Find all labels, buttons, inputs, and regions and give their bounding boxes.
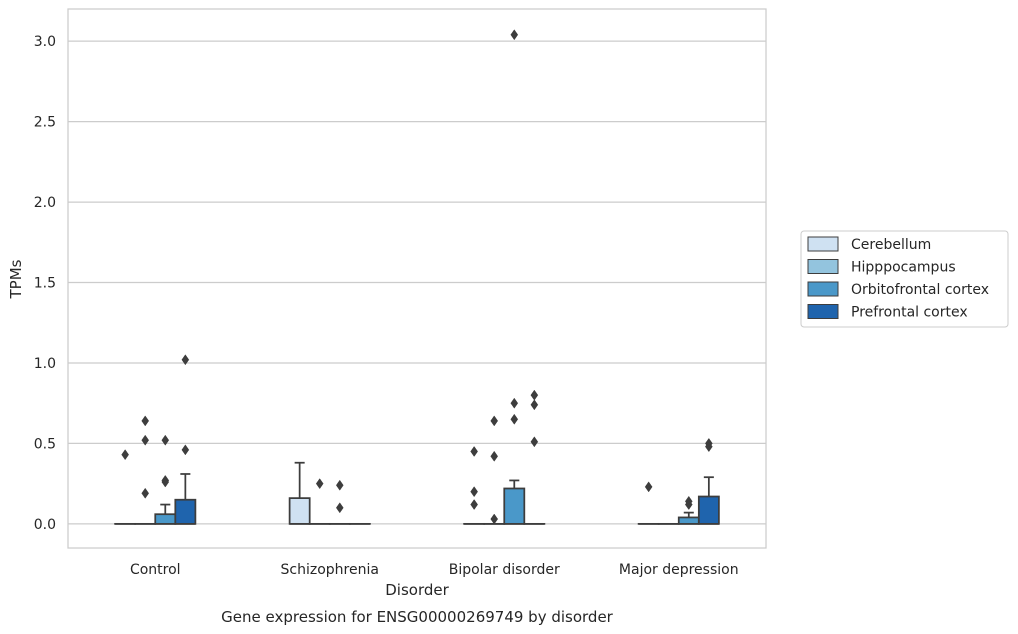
outlier-point: [161, 476, 170, 488]
outlier-point: [490, 415, 499, 427]
outlier-point: [315, 478, 324, 490]
box: [503, 487, 526, 525]
box: [697, 495, 720, 525]
legend-frame: [800, 230, 1009, 328]
x-axis-label: Disorder: [385, 581, 449, 599]
legend-label: Prefrontal cortex: [851, 305, 968, 321]
y-tick-label: 0.5: [34, 436, 56, 452]
box: [677, 516, 700, 525]
box: [288, 497, 311, 525]
outlier-point: [470, 486, 478, 498]
box-series: [114, 29, 720, 525]
legend-swatch: [807, 236, 839, 252]
outlier-point: [161, 434, 170, 446]
outlier-point: [335, 502, 344, 514]
outlier-point: [705, 441, 713, 453]
legend: Cerebellum Hipppocampus Orbitofrontal cort…: [800, 230, 1009, 328]
y-tick-label: 3.0: [34, 34, 56, 50]
plot-frame: [67, 8, 767, 549]
series-hipppocampus: [134, 415, 680, 525]
outlier-point: [141, 487, 150, 499]
legend-label: Orbitofrontal cortex: [851, 282, 989, 298]
box: [154, 513, 177, 525]
outlier-point: [510, 29, 519, 41]
x-tick-label: Schizophrenia: [281, 562, 379, 578]
outlier-point: [121, 449, 129, 461]
y-tick-label: 1.0: [34, 356, 56, 372]
outlier-point: [490, 450, 499, 462]
legend-label: Hipppocampus: [851, 260, 956, 276]
y-tick-label: 2.0: [34, 195, 56, 211]
y-tick-label: 0.0: [34, 517, 56, 533]
outlier-point: [684, 499, 693, 510]
x-tick-labels: Control Schizophrenia Bipolar disorder Majo…: [130, 562, 739, 578]
series-orbitofrontal-cortex: [154, 29, 700, 525]
outlier-point: [335, 479, 344, 491]
legend-swatch: [807, 304, 839, 319]
box: [174, 498, 197, 525]
chart-caption: Gene expression for ENSG00000269749 by d…: [221, 608, 614, 626]
legend-swatch: [807, 259, 839, 274]
outlier-point: [141, 415, 150, 427]
legend-swatch: [807, 281, 839, 297]
y-tick-labels: 0.0 0.5 1.0 1.5 2.0 2.5 3.0: [34, 34, 56, 533]
outlier-point: [510, 413, 519, 425]
y-tick-label: 2.5: [34, 115, 56, 131]
x-tick-label: Bipolar disorder: [449, 562, 560, 578]
legend-label: Cerebellum: [851, 237, 931, 253]
outlier-point: [141, 434, 150, 446]
x-tick-label: Control: [130, 562, 181, 578]
outlier-point: [181, 444, 190, 456]
outlier-point: [530, 399, 539, 411]
y-axis-label: TPMs: [7, 259, 25, 299]
outlier-point: [470, 499, 478, 510]
outlier-point: [530, 436, 539, 448]
outlier-point: [644, 481, 653, 493]
y-tick-label: 1.5: [34, 276, 56, 292]
x-tick-label: Major depression: [619, 562, 739, 578]
outlier-point: [181, 354, 190, 366]
outlier-point: [490, 513, 499, 525]
outlier-point: [470, 446, 478, 457]
outlier-point: [510, 397, 519, 409]
series-prefrontal-cortex: [174, 354, 720, 525]
